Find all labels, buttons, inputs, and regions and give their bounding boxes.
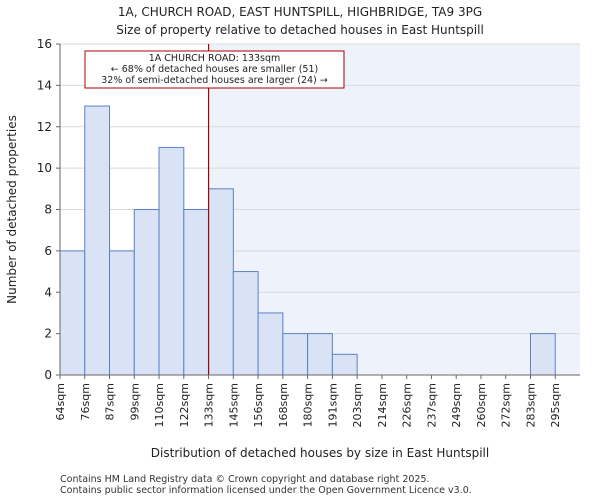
y-tick-label-7: 14 bbox=[37, 78, 52, 92]
bar-64sqm bbox=[59, 250, 86, 376]
y-tick-label-8: 16 bbox=[37, 37, 52, 51]
bar-133sqm bbox=[208, 188, 234, 376]
chart-title-line1: 1A, CHURCH ROAD, EAST HUNTSPILL, HIGHBRI… bbox=[117, 5, 483, 19]
x-tick-label-191sqm: 191sqm bbox=[326, 383, 339, 427]
bar-168sqm bbox=[282, 333, 309, 376]
bar-layer bbox=[59, 105, 556, 376]
x-tick-label-295sqm: 295sqm bbox=[549, 383, 562, 427]
y-tick-label-0: 0 bbox=[44, 368, 52, 382]
x-tick-label-122sqm: 122sqm bbox=[178, 383, 191, 427]
y-tick-label-3: 6 bbox=[44, 244, 52, 258]
x-tick-label-283sqm: 283sqm bbox=[524, 383, 537, 427]
annotation-box bbox=[84, 50, 345, 89]
bar-145sqm bbox=[232, 271, 259, 376]
y-tick-label-1: 2 bbox=[44, 327, 52, 341]
y-tick-label-4: 8 bbox=[44, 203, 52, 217]
x-tick-label-145sqm: 145sqm bbox=[227, 383, 240, 427]
footer-line2: Contains public sector information licen… bbox=[60, 485, 472, 496]
x-tick-label-99sqm: 99sqm bbox=[128, 383, 141, 420]
annotation-line3: 32% of semi-detached houses are larger (… bbox=[101, 75, 328, 86]
bar-283sqm bbox=[529, 333, 556, 376]
y-tick-label-2: 4 bbox=[44, 285, 52, 299]
annotation-line2: ← 68% of detached houses are smaller (51… bbox=[111, 64, 318, 75]
x-tick-label-272sqm: 272sqm bbox=[500, 383, 513, 427]
x-tick-label-180sqm: 180sqm bbox=[302, 383, 315, 427]
x-tick-label-110sqm: 110sqm bbox=[153, 383, 166, 427]
y-axis-label: Number of detached properties bbox=[5, 115, 19, 304]
y-tick-label-6: 12 bbox=[37, 120, 52, 134]
annotation-line1: 1A CHURCH ROAD: 133sqm bbox=[149, 53, 281, 64]
bar-156sqm bbox=[257, 312, 284, 376]
x-tick-label-168sqm: 168sqm bbox=[277, 383, 290, 427]
x-tick-label-237sqm: 237sqm bbox=[425, 383, 438, 427]
chart-title-line2: Size of property relative to detached ho… bbox=[116, 23, 484, 37]
x-tick-label-156sqm: 156sqm bbox=[252, 383, 265, 427]
bar-122sqm bbox=[183, 209, 210, 376]
x-tick-label-249sqm: 249sqm bbox=[450, 383, 463, 427]
bar-99sqm bbox=[133, 209, 160, 376]
x-tick-label-133sqm: 133sqm bbox=[203, 383, 216, 427]
x-axis-label: Distribution of detached houses by size … bbox=[151, 446, 489, 460]
y-tick-label-5: 10 bbox=[37, 161, 52, 175]
property-annotation: 1A CHURCH ROAD: 133sqm ← 68% of detached… bbox=[84, 50, 345, 89]
bar-110sqm bbox=[158, 146, 185, 376]
x-tick-label-203sqm: 203sqm bbox=[351, 383, 364, 427]
x-tick-label-87sqm: 87sqm bbox=[104, 383, 117, 420]
bar-76sqm bbox=[84, 105, 111, 376]
bar-191sqm bbox=[331, 353, 358, 376]
bar-87sqm bbox=[109, 250, 135, 376]
x-tick-label-64sqm: 64sqm bbox=[54, 383, 67, 420]
axis-layer: 0 2 4 6 8 10 12 14 16 64sqm 76sqm 87sqm 99sqm 110sqm 1… bbox=[37, 37, 580, 427]
x-tick-label-214sqm: 214sqm bbox=[376, 383, 389, 427]
x-tick-label-226sqm: 226sqm bbox=[401, 383, 414, 427]
footer-line1: Contains HM Land Registry data © Crown c… bbox=[60, 474, 430, 485]
x-tick-label-260sqm: 260sqm bbox=[475, 383, 488, 427]
x-tick-label-76sqm: 76sqm bbox=[79, 383, 92, 420]
bar-180sqm bbox=[307, 333, 333, 376]
